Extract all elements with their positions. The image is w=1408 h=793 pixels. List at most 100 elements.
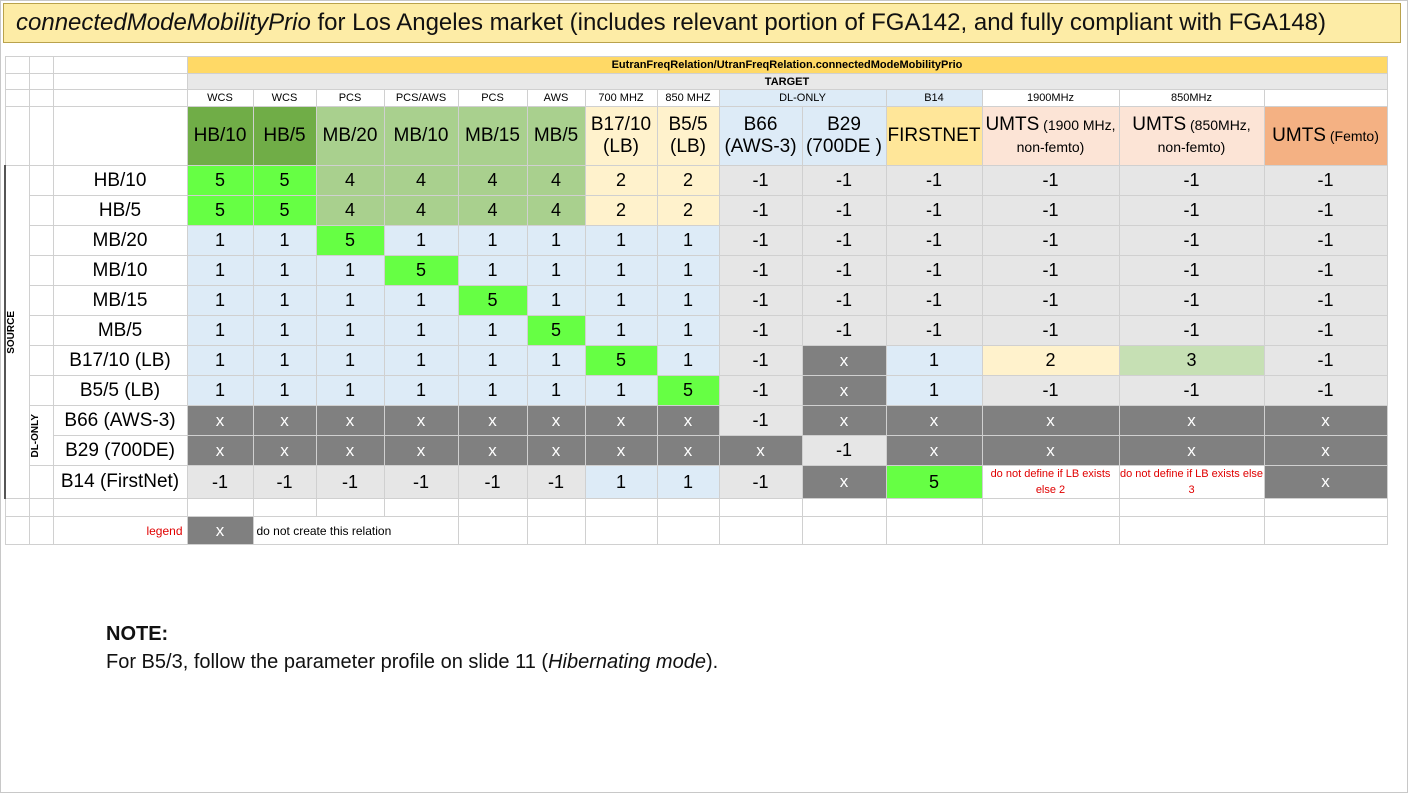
target-band-header: UMTS (Femto) xyxy=(1263,106,1388,166)
empty-cell xyxy=(4,498,30,517)
priority-cell: x xyxy=(457,435,528,466)
note-text-pre: For B5/3, follow the parameter profile o… xyxy=(106,651,549,673)
priority-cell: -1 xyxy=(981,165,1120,196)
priority-cell: -1 xyxy=(186,465,254,499)
band-group-label: AWS xyxy=(526,89,586,107)
priority-cell: x xyxy=(1263,465,1388,499)
priority-cell: 1 xyxy=(584,285,658,316)
priority-cell: 4 xyxy=(383,165,459,196)
priority-cell: 2 xyxy=(656,165,720,196)
priority-cell: x xyxy=(1263,405,1388,436)
priority-cell: x xyxy=(1118,435,1265,466)
priority-cell: 5 xyxy=(252,195,317,226)
empty-cell xyxy=(526,516,586,545)
priority-cell: -1 xyxy=(718,345,803,376)
empty-cell xyxy=(981,516,1120,545)
priority-cell: 1 xyxy=(186,345,254,376)
priority-cell: -1 xyxy=(718,225,803,256)
table-row: MB/10 1 1 1 5 1 1 1 1 -1 -1 -1 -1 -1 -1 xyxy=(5,255,1388,286)
empty-cell xyxy=(1263,89,1388,107)
empty-cell xyxy=(52,89,188,107)
source-axis-label: SOURCE xyxy=(4,165,30,499)
priority-cell: -1 xyxy=(1263,225,1388,256)
band-group-label: PCS xyxy=(457,89,528,107)
band-label: HB/10 xyxy=(193,125,247,146)
priority-cell: 1 xyxy=(584,255,658,286)
priority-cell: x xyxy=(656,435,720,466)
priority-cell: -1 xyxy=(981,255,1120,286)
priority-cell: 1 xyxy=(526,345,586,376)
empty-cell xyxy=(1118,516,1265,545)
priority-cell: 5 xyxy=(186,165,254,196)
priority-cell: 1 xyxy=(457,375,528,406)
priority-cell: 2 xyxy=(656,195,720,226)
priority-cell: 1 xyxy=(656,465,720,499)
empty-cell xyxy=(186,498,254,517)
priority-cell: x xyxy=(186,435,254,466)
source-band-label: B14 (FirstNet) xyxy=(52,465,188,499)
priority-cell: 1 xyxy=(584,465,658,499)
empty-cell xyxy=(28,465,54,499)
empty-cell xyxy=(718,516,803,545)
table-row: TARGET xyxy=(4,73,1388,90)
priority-cell: x xyxy=(252,405,317,436)
priority-cell: 4 xyxy=(457,195,528,226)
target-band-header: B29 (700DE ) xyxy=(801,106,887,166)
empty-cell xyxy=(28,89,54,107)
table-row: legend x do not create this relation xyxy=(4,516,1388,545)
priority-cell: -1 xyxy=(885,315,983,346)
band-group-label: PCS/AWS xyxy=(383,89,459,107)
legend-label: legend xyxy=(52,516,188,545)
priority-cell: 1 xyxy=(457,255,528,286)
priority-cell: -1 xyxy=(1118,255,1265,286)
priority-cell: x xyxy=(383,405,459,436)
priority-cell: 1 xyxy=(457,345,528,376)
priority-cell: 5 xyxy=(584,345,658,376)
band-label: B17/10 (LB) xyxy=(590,114,652,157)
priority-cell: -1 xyxy=(718,315,803,346)
priority-cell: 2 xyxy=(981,345,1120,376)
band-group-label: 700 MHZ xyxy=(584,89,658,107)
priority-cell: -1 xyxy=(981,315,1120,346)
priority-cell: x xyxy=(885,435,983,466)
priority-cell: 1 xyxy=(252,315,317,346)
priority-cell: 1 xyxy=(885,375,983,406)
empty-cell xyxy=(1118,498,1265,517)
priority-cell: -1 xyxy=(801,285,887,316)
empty-cell xyxy=(52,73,188,90)
empty-cell xyxy=(28,225,54,256)
empty-cell xyxy=(801,516,887,545)
priority-cell: 1 xyxy=(457,225,528,256)
table-row: HB/10 HB/5 MB/20 MB/10 MB/15 MB/5 B17/10 (LB) B… xyxy=(4,106,1388,166)
target-band-header: MB/20 xyxy=(315,106,385,166)
priority-cell: x xyxy=(801,375,887,406)
band-group-label: 850 MHZ xyxy=(656,89,720,107)
priority-cell: x xyxy=(1118,405,1265,436)
empty-cell xyxy=(28,73,54,90)
band-group-label: DL-ONLY xyxy=(718,89,887,107)
priority-cell: -1 xyxy=(718,165,803,196)
table-row: B29 (700DE) x x x x x x x x x -1 x x x x xyxy=(5,435,1388,466)
priority-cell: 5 xyxy=(315,225,385,256)
empty-cell xyxy=(383,498,459,517)
priority-cell: 1 xyxy=(656,315,720,346)
target-header: TARGET xyxy=(186,73,1388,90)
priority-cell: 1 xyxy=(383,345,459,376)
priority-cell: 5 xyxy=(656,375,720,406)
priority-cell: -1 xyxy=(718,405,803,436)
priority-cell: 5 xyxy=(186,195,254,226)
source-band-label: B66 (AWS-3) xyxy=(52,405,188,436)
empty-cell xyxy=(28,345,54,376)
priority-cell: -1 xyxy=(801,225,887,256)
priority-cell: 1 xyxy=(252,225,317,256)
target-band-header: MB/10 xyxy=(383,106,459,166)
priority-cell: 1 xyxy=(584,375,658,406)
band-label: MB/10 xyxy=(393,125,449,146)
band-label: MB/5 xyxy=(533,125,579,146)
empty-cell xyxy=(4,106,30,166)
priority-cell: x xyxy=(457,405,528,436)
priority-cell: -1 xyxy=(1263,165,1388,196)
empty-cell xyxy=(28,315,54,346)
priority-cell: x xyxy=(801,405,887,436)
empty-cell xyxy=(28,498,54,517)
